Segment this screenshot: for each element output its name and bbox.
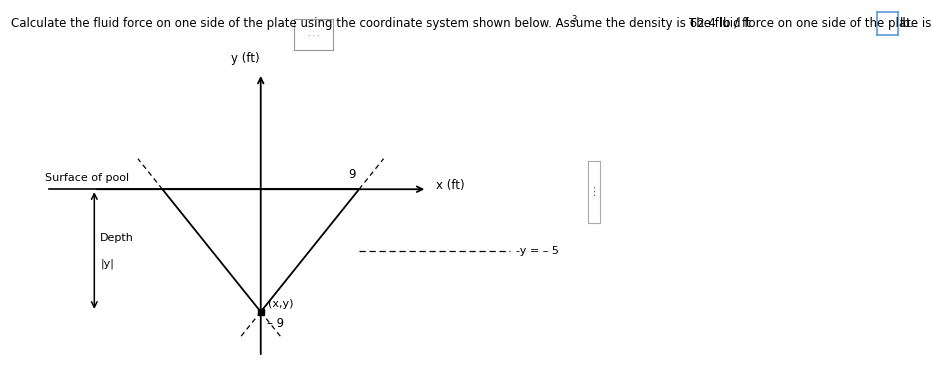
Text: lb.: lb.: [899, 17, 914, 30]
Text: The fluid force on one side of the plate is: The fluid force on one side of the plate…: [689, 17, 931, 30]
Text: . . .: . . .: [308, 30, 319, 38]
Text: (x,y): (x,y): [269, 299, 294, 309]
Text: y (ft): y (ft): [231, 52, 260, 65]
Text: |y|: |y|: [101, 258, 114, 269]
Text: x (ft): x (ft): [437, 179, 465, 192]
Text: -y = – 5: -y = – 5: [517, 245, 559, 255]
Text: Surface of pool: Surface of pool: [45, 174, 130, 184]
Text: 3: 3: [571, 15, 577, 24]
Text: Calculate the fluid force on one side of the plate using the coordinate system s: Calculate the fluid force on one side of…: [11, 17, 751, 30]
Text: 9: 9: [348, 168, 355, 181]
Text: Depth: Depth: [101, 233, 134, 243]
Text: – 9: – 9: [267, 317, 284, 329]
Text: ⋮: ⋮: [589, 187, 599, 197]
